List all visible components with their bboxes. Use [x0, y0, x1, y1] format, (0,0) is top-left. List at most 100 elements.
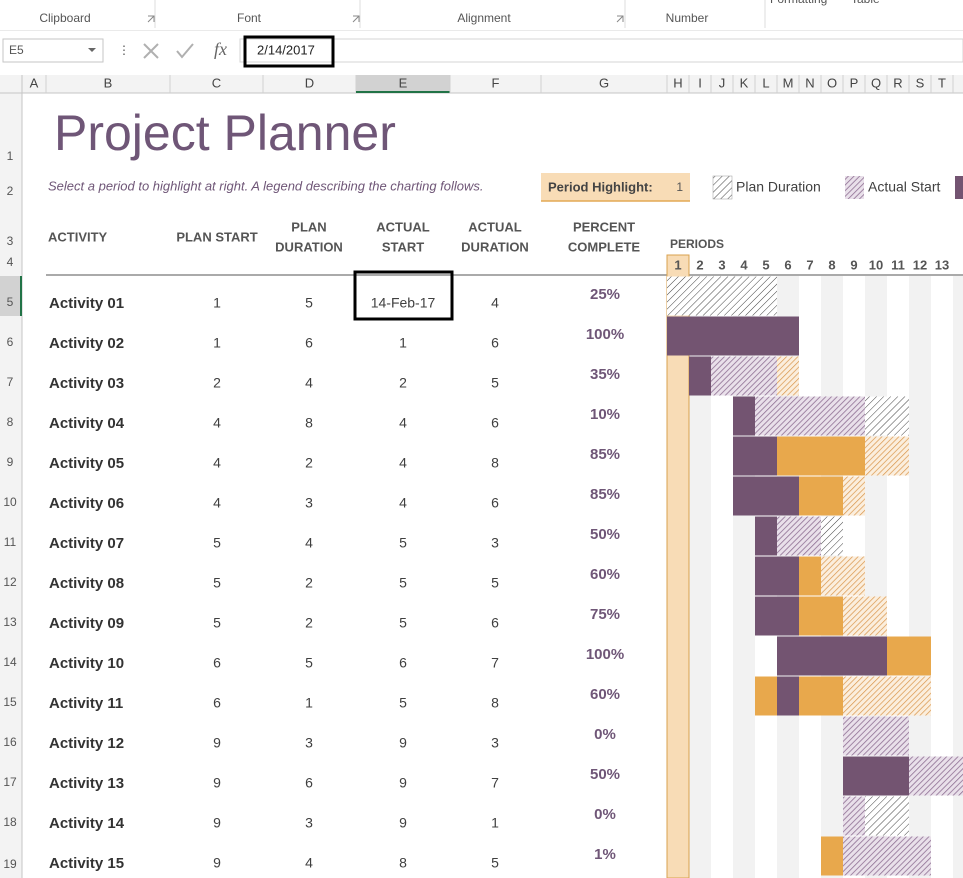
gantt-cell	[821, 476, 843, 516]
column-header[interactable]: M	[783, 75, 794, 90]
plan-duration: 5	[305, 655, 313, 671]
gantt-cell	[755, 356, 777, 396]
actual-duration: 5	[491, 575, 499, 591]
activity-name: Activity 01	[49, 295, 124, 312]
row-header[interactable]: 7	[7, 375, 14, 389]
row-header[interactable]: 14	[3, 655, 17, 669]
sheet-title: Project Planner	[54, 105, 396, 161]
period-stripe	[953, 276, 963, 878]
row-header[interactable]: 10	[3, 495, 17, 509]
row-header[interactable]: 2	[7, 184, 14, 198]
column-header[interactable]: A	[30, 75, 39, 90]
column-header[interactable]: T	[938, 75, 946, 90]
actual-duration: 5	[491, 855, 499, 871]
column-header[interactable]: Q	[871, 75, 881, 90]
dialog-launcher[interactable]	[147, 15, 155, 23]
actual-start: 9	[399, 775, 407, 791]
actual-start: 9	[399, 815, 407, 831]
gantt-cell	[733, 316, 755, 356]
column-header[interactable]: L	[762, 75, 769, 90]
fx-icon[interactable]: fx	[214, 39, 227, 59]
column-header[interactable]: E	[399, 75, 408, 90]
gantt-cell	[821, 636, 843, 676]
formula-input[interactable]	[239, 38, 963, 63]
row-header[interactable]: 15	[3, 695, 17, 709]
column-title: PLAN START	[176, 229, 257, 244]
row-header[interactable]: 19	[3, 857, 17, 871]
actual-duration: 6	[491, 615, 499, 631]
plan-start: 9	[213, 735, 221, 751]
gantt-cell	[689, 316, 711, 356]
column-title: ACTUAL	[468, 219, 521, 234]
row-header[interactable]: 9	[7, 455, 14, 469]
column-header[interactable]: D	[305, 75, 314, 90]
column-header[interactable]: G	[599, 75, 609, 90]
highlight-box	[243, 35, 335, 68]
gantt-cell	[777, 396, 799, 436]
gantt-cell	[799, 476, 821, 516]
row-header[interactable]: 13	[3, 615, 17, 629]
column-header[interactable]: P	[850, 75, 859, 90]
row-header[interactable]: 16	[3, 735, 17, 749]
column-header[interactable]: C	[212, 75, 221, 90]
row-header[interactable]: 3	[7, 234, 14, 248]
column-header[interactable]: O	[827, 75, 837, 90]
column-header[interactable]: K	[740, 75, 749, 90]
plan-start: 5	[213, 575, 221, 591]
name-box[interactable]	[2, 38, 104, 63]
actual-start: 5	[399, 535, 407, 551]
column-header[interactable]: J	[719, 75, 726, 90]
column-header[interactable]: F	[492, 75, 500, 90]
actual-duration: 8	[491, 455, 499, 471]
name-box-dropdown[interactable]	[88, 48, 96, 52]
activity-name: Activity 09	[49, 615, 124, 632]
period-number: 3	[718, 257, 725, 272]
column-header[interactable]: S	[916, 75, 925, 90]
row-header[interactable]: 4	[7, 255, 14, 269]
column-header[interactable]: R	[893, 75, 902, 90]
percent-complete: 75%	[590, 606, 620, 623]
enter-icon[interactable]	[176, 43, 194, 59]
ribbon-group-label: Alignment	[457, 11, 511, 25]
actual-duration: 6	[491, 335, 499, 351]
gantt-cell	[755, 476, 777, 516]
gantt-cell	[777, 596, 799, 636]
gantt-cell	[711, 316, 733, 356]
row-header[interactable]: 6	[7, 335, 14, 349]
row-header[interactable]: 12	[3, 575, 17, 589]
row-header[interactable]: 11	[4, 535, 17, 549]
percent-complete: 25%	[590, 286, 620, 303]
activity-name: Activity 02	[49, 335, 124, 352]
gantt-cell	[887, 836, 909, 876]
gantt-cell	[909, 756, 931, 796]
column-title: PLAN	[291, 219, 326, 234]
cancel-icon[interactable]	[143, 43, 159, 59]
periods-label: PERIODS	[670, 237, 724, 251]
row-header[interactable]: 18	[3, 815, 17, 829]
plan-duration: 3	[305, 815, 313, 831]
column-header[interactable]: I	[698, 75, 702, 90]
dialog-launcher[interactable]	[616, 15, 624, 23]
row-header[interactable]: 5	[7, 295, 14, 309]
column-header[interactable]: B	[104, 75, 113, 90]
row-header[interactable]: 17	[3, 775, 17, 789]
period-highlight-cell[interactable]	[541, 173, 690, 201]
dialog-launcher[interactable]	[352, 15, 360, 23]
row-header[interactable]: 8	[7, 415, 14, 429]
actual-duration: 1	[491, 815, 499, 831]
gantt-cell	[865, 756, 887, 796]
column-header[interactable]: H	[673, 75, 682, 90]
column-header[interactable]: N	[805, 75, 814, 90]
row-header[interactable]: 1	[7, 149, 14, 163]
gantt-cell	[799, 596, 821, 636]
ribbon-partial-label: Table	[851, 0, 880, 6]
column-title: ACTIVITY	[48, 229, 108, 244]
plan-start: 4	[213, 415, 221, 431]
plan-duration: 5	[305, 295, 313, 311]
gantt-cell	[843, 436, 865, 476]
period-stripe	[689, 276, 711, 878]
percent-complete: 60%	[590, 566, 620, 583]
gantt-cell	[755, 516, 777, 556]
percent-complete: 1%	[594, 846, 616, 863]
actual-duration: 3	[491, 735, 499, 751]
